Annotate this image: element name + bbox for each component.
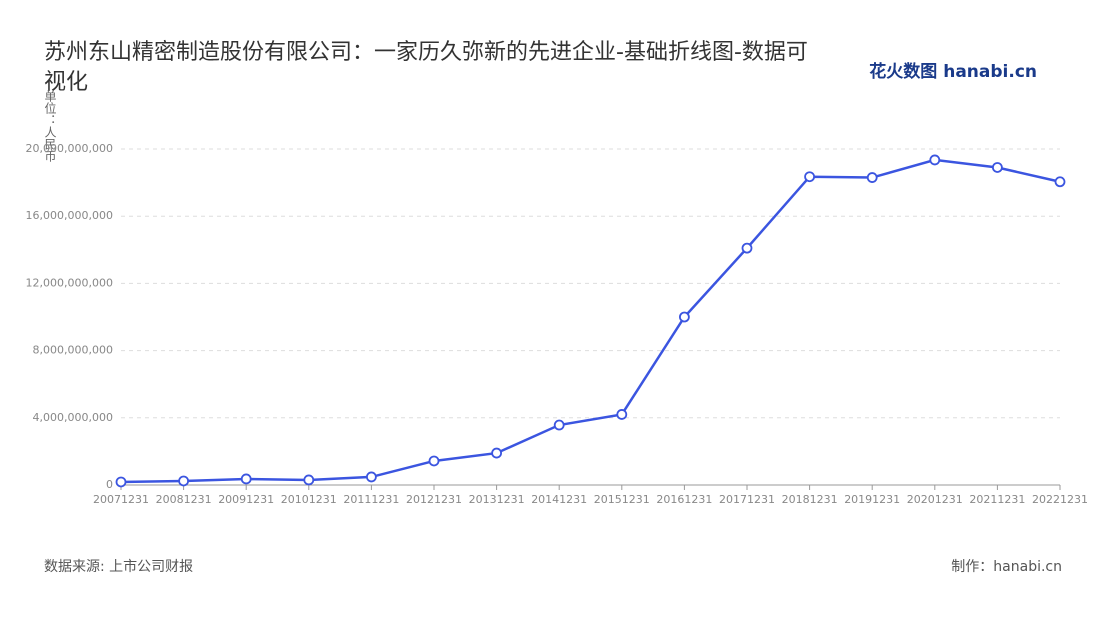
x-tick-label: 20071231 [93,493,149,506]
point [679,311,690,323]
credit: 制作：hanabi.cn [951,559,1062,575]
point [1054,176,1066,188]
x-tick-label: 20111231 [343,493,399,506]
point [428,455,440,467]
x-tick-label: 20081231 [156,493,212,506]
point [240,473,252,485]
y-axis-label: 单位：人民币 [43,90,57,162]
x-tick-label: 20181231 [782,493,838,506]
x-tick-label: 20161231 [656,493,712,506]
y-tick-label: 16,000,000,000 [26,209,113,222]
x-tick-label: 20101231 [281,493,337,506]
x-tick-label: 20121231 [406,493,462,506]
x-tick-label: 20171231 [719,493,775,506]
x-tick-label: 20151231 [594,493,650,506]
y-tick-label: 0 [106,478,113,491]
point [929,154,941,166]
y-tick-label: 4,000,000,000 [33,411,113,424]
point [491,447,503,459]
point [804,171,815,183]
x-tick-label: 20201231 [907,493,963,506]
point [365,471,377,483]
point [616,409,628,420]
point [115,476,127,488]
y-tick-label: 12,000,000,000 [26,276,113,289]
series-line [120,158,1061,484]
x-tick-label: 20191231 [844,493,900,506]
x-tick-label: 20091231 [218,493,274,506]
y-tick-label: 8,000,000,000 [33,344,113,357]
logo: 花火数图 hanabi.cn [869,61,1037,82]
point [178,475,190,487]
point [866,172,878,183]
point [741,242,753,254]
point [992,162,1003,173]
x-tick-label: 20221231 [1032,493,1088,506]
chart-title: 苏州东山精密制造股份有限公司：一家历久弥新的先进企业-基础折线图-数据可视化 [44,40,808,95]
point [303,474,315,486]
point [553,419,565,431]
y-tick-label: 20,000,000,000 [26,142,113,155]
source: 数据来源: 上市公司财报 [44,558,193,575]
x-tick-label: 20141231 [531,493,587,506]
x-tick-label: 20211231 [969,493,1025,506]
title-box: 苏州东山精密制造股份有限公司：一家历久弥新的先进企业-基础折线图-数据可视化 [44,40,808,95]
x-tick-label: 20131231 [469,493,525,506]
